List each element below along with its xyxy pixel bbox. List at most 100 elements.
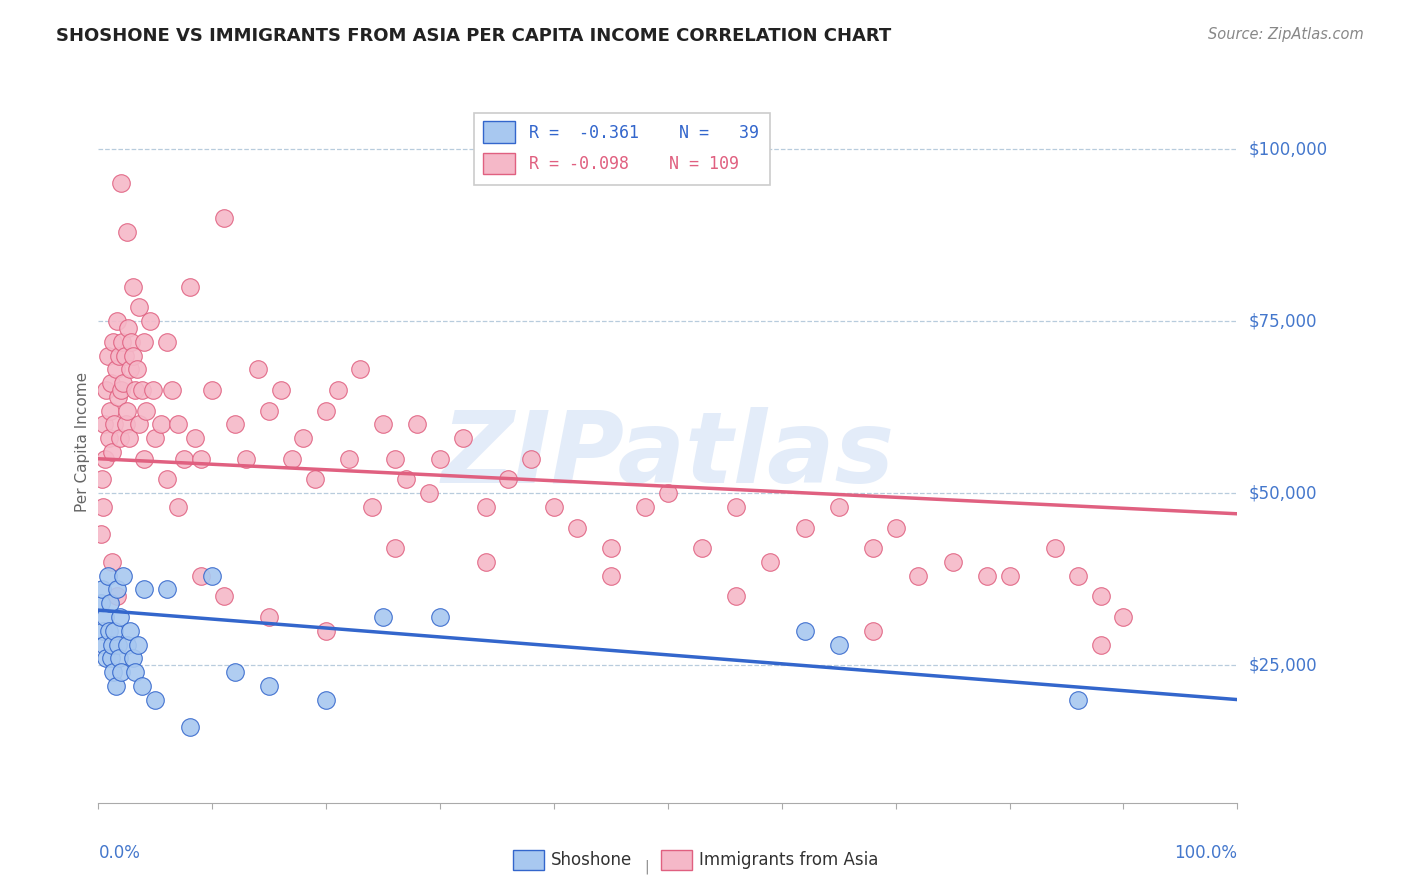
Text: ZIPatlas: ZIPatlas — [441, 408, 894, 505]
Point — [862, 624, 884, 638]
Point — [224, 417, 246, 432]
Point — [259, 610, 281, 624]
Point — [91, 500, 114, 514]
Point — [304, 472, 326, 486]
Point — [429, 451, 451, 466]
Point — [150, 417, 173, 432]
Point — [103, 417, 125, 432]
Point — [103, 334, 125, 349]
Point — [110, 665, 132, 679]
Point — [1090, 590, 1112, 604]
Point — [315, 624, 337, 638]
Point — [96, 568, 118, 582]
Point — [179, 279, 201, 293]
Point — [474, 500, 496, 514]
Point — [124, 383, 146, 397]
Point — [142, 383, 165, 397]
Point — [112, 568, 135, 582]
Point — [976, 568, 998, 582]
Point — [114, 417, 136, 432]
Point — [235, 451, 257, 466]
Point — [162, 383, 184, 397]
Point — [111, 334, 134, 349]
Point — [259, 679, 281, 693]
Point — [120, 362, 142, 376]
Point — [451, 431, 474, 445]
Point — [110, 383, 132, 397]
Point — [167, 417, 190, 432]
Point — [108, 349, 131, 363]
Point — [474, 555, 496, 569]
Point — [107, 638, 129, 652]
Point — [543, 500, 565, 514]
Point — [759, 555, 782, 569]
Point — [127, 362, 149, 376]
Point — [101, 638, 124, 652]
Text: 100.0%: 100.0% — [1174, 845, 1237, 863]
Point — [104, 679, 127, 693]
Text: |: | — [644, 860, 650, 874]
Point — [90, 527, 112, 541]
Point — [371, 417, 394, 432]
Point — [105, 314, 128, 328]
Point — [101, 445, 124, 459]
Point — [90, 596, 112, 610]
Point — [121, 349, 143, 363]
Point — [138, 314, 160, 328]
Point — [212, 211, 235, 225]
Point — [115, 403, 138, 417]
Point — [384, 451, 406, 466]
Point — [96, 651, 118, 665]
Point — [326, 383, 349, 397]
Point — [96, 383, 118, 397]
FancyBboxPatch shape — [484, 153, 515, 174]
Point — [108, 610, 131, 624]
Point — [131, 679, 153, 693]
Point — [94, 451, 117, 466]
Point — [108, 651, 131, 665]
Point — [315, 403, 337, 417]
Point — [292, 431, 315, 445]
Point — [124, 665, 146, 679]
Text: 0.0%: 0.0% — [98, 845, 141, 863]
Point — [96, 349, 118, 363]
Text: Immigrants from Asia: Immigrants from Asia — [699, 851, 879, 869]
Point — [212, 590, 235, 604]
Point — [107, 390, 129, 404]
Point — [862, 541, 884, 556]
Point — [349, 362, 371, 376]
Point — [167, 500, 190, 514]
Point — [725, 500, 748, 514]
Text: Shoshone: Shoshone — [551, 851, 633, 869]
Point — [184, 431, 207, 445]
Point — [384, 541, 406, 556]
Point — [93, 417, 115, 432]
Point — [942, 555, 965, 569]
Point — [156, 334, 179, 349]
Point — [128, 301, 150, 315]
Point — [120, 334, 142, 349]
Point — [115, 638, 138, 652]
Point — [828, 500, 851, 514]
Point — [108, 431, 131, 445]
Point — [103, 665, 125, 679]
Point — [100, 651, 122, 665]
Point — [131, 383, 153, 397]
Point — [156, 582, 179, 597]
Point — [371, 610, 394, 624]
Y-axis label: Per Capita Income: Per Capita Income — [75, 371, 90, 512]
Point — [97, 624, 120, 638]
Point — [115, 225, 138, 239]
Point — [114, 349, 136, 363]
Point — [224, 665, 246, 679]
Text: $100,000: $100,000 — [1249, 140, 1327, 158]
Point — [98, 596, 121, 610]
Point — [657, 486, 679, 500]
Point — [145, 431, 167, 445]
Point — [112, 376, 135, 390]
Text: $50,000: $50,000 — [1249, 484, 1317, 502]
Point — [498, 472, 520, 486]
Point — [884, 520, 907, 534]
Point — [600, 568, 623, 582]
Point — [117, 321, 139, 335]
